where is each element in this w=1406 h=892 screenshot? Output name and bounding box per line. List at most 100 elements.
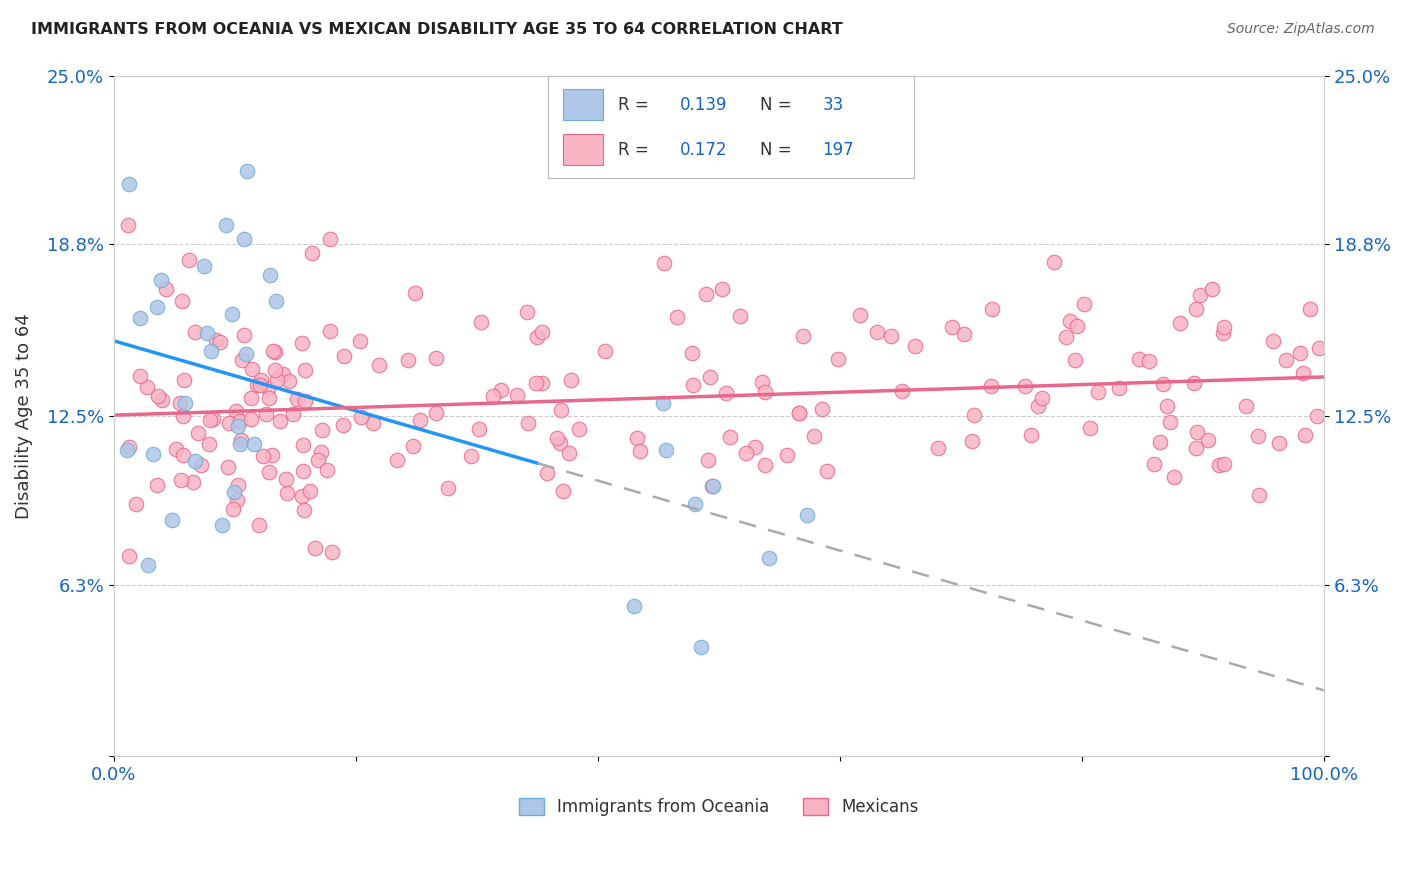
Text: 33: 33 — [823, 95, 844, 113]
Point — [332, 417, 354, 432]
Point — [655, 443, 678, 458]
Point — [792, 329, 814, 343]
Point — [198, 437, 221, 451]
Point — [321, 545, 343, 559]
Point — [710, 281, 733, 295]
Y-axis label: Disability Age 35 to 64: Disability Age 35 to 64 — [15, 313, 32, 519]
Point — [396, 353, 419, 368]
Point — [1066, 318, 1088, 333]
Point — [716, 385, 738, 400]
Point — [904, 339, 927, 353]
Point — [404, 285, 426, 300]
Point — [1159, 415, 1181, 429]
Point — [243, 437, 266, 451]
Point — [1149, 435, 1171, 450]
Point — [229, 413, 252, 427]
Point — [941, 320, 963, 334]
Point — [754, 458, 776, 473]
Point — [409, 413, 432, 427]
Point — [256, 382, 278, 396]
Point — [125, 497, 148, 511]
Bar — [562, 89, 603, 120]
Point — [128, 368, 150, 383]
Point — [246, 377, 269, 392]
Point — [228, 418, 250, 433]
Point — [815, 464, 838, 478]
Point — [1019, 428, 1042, 442]
Point — [553, 484, 575, 499]
Point — [146, 478, 169, 492]
Point — [482, 389, 505, 403]
Point — [460, 449, 482, 463]
Point — [665, 310, 688, 325]
Point — [155, 282, 177, 296]
Point — [776, 448, 799, 462]
Point — [811, 402, 834, 417]
Point — [209, 334, 232, 349]
Point — [623, 599, 645, 614]
Point — [136, 380, 159, 394]
Point — [506, 387, 529, 401]
Point — [222, 501, 245, 516]
Point — [1249, 488, 1271, 502]
Point — [226, 493, 249, 508]
Point — [700, 479, 723, 493]
Point — [294, 362, 316, 376]
Point — [568, 422, 591, 436]
Point — [247, 517, 270, 532]
Point — [361, 416, 384, 430]
Point — [1163, 470, 1185, 484]
Point — [349, 409, 371, 424]
Point — [274, 472, 297, 486]
Point — [1213, 457, 1236, 471]
Point — [758, 550, 780, 565]
Point — [250, 373, 273, 387]
Point — [218, 416, 240, 430]
Point — [787, 406, 810, 420]
Point — [222, 485, 245, 500]
Point — [1268, 435, 1291, 450]
Point — [1168, 316, 1191, 330]
Point — [228, 437, 250, 451]
Text: R =: R = — [617, 141, 654, 159]
Point — [173, 373, 195, 387]
Text: 0.172: 0.172 — [681, 141, 727, 159]
Point — [200, 343, 222, 358]
Point — [1306, 409, 1329, 423]
Point — [249, 378, 271, 392]
Point — [754, 384, 776, 399]
Point — [285, 392, 308, 407]
Point — [962, 408, 984, 422]
Point — [319, 232, 342, 246]
Point — [236, 164, 259, 178]
Point — [681, 345, 703, 359]
Point — [744, 440, 766, 454]
Point — [1247, 429, 1270, 443]
Point — [593, 343, 616, 358]
Point — [214, 219, 236, 233]
Point — [558, 446, 581, 460]
Point — [240, 391, 263, 405]
Point — [702, 479, 724, 493]
Point — [960, 434, 983, 448]
Point — [550, 402, 572, 417]
Point — [170, 473, 193, 487]
Point — [146, 389, 169, 403]
Point — [172, 409, 194, 423]
Point — [181, 475, 204, 490]
Point — [184, 325, 207, 339]
Point — [316, 463, 339, 477]
Point — [751, 375, 773, 389]
Point — [190, 458, 212, 472]
Point — [117, 219, 139, 233]
Point — [115, 443, 138, 458]
Point — [536, 466, 558, 480]
Point — [683, 497, 706, 511]
Point — [187, 425, 209, 440]
Point — [368, 358, 391, 372]
Point — [257, 392, 280, 406]
Point — [150, 392, 173, 407]
Point — [198, 412, 221, 426]
Point — [177, 253, 200, 268]
Point — [1292, 366, 1315, 380]
